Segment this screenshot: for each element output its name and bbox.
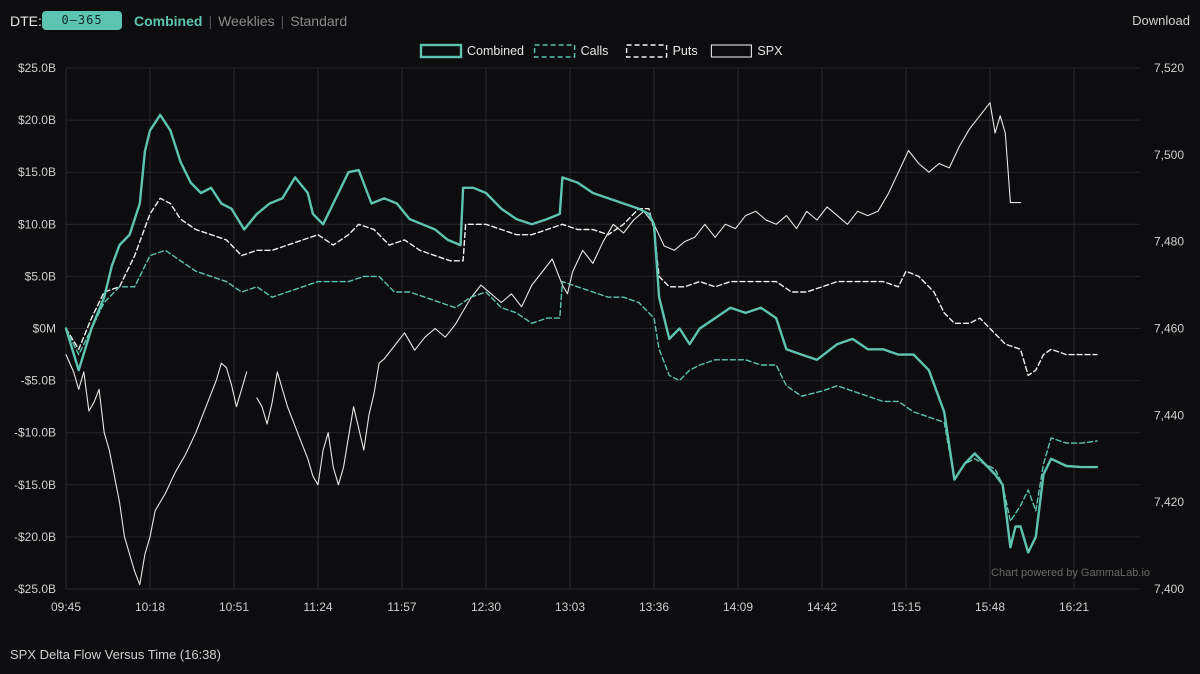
x-tick-label: 13:03 <box>555 600 585 614</box>
dte-range-button[interactable]: 0–365 <box>42 11 122 30</box>
x-tick-label: 14:09 <box>723 600 753 614</box>
legend-swatch-puts <box>625 44 668 58</box>
right-tick-label: 7,440 <box>1154 408 1184 422</box>
left-tick-label: $10.0B <box>18 217 56 231</box>
series-line-combined <box>64 113 1099 554</box>
legend-swatch-spx <box>710 44 752 58</box>
right-tick-label: 7,460 <box>1154 322 1184 336</box>
series-line-spx <box>65 354 248 586</box>
series-line-puts <box>65 197 1098 377</box>
download-button[interactable]: Download <box>1132 13 1190 28</box>
legend-label-combined: Combined <box>467 44 524 58</box>
mode-tab-combined[interactable]: Combined <box>134 13 203 29</box>
legend-label-puts: Puts <box>673 44 698 58</box>
mode-separator: | <box>280 13 285 29</box>
left-axis: $25.0B $20.0B $15.0B $10.0B $5.0B $0M -$5.0B -$… <box>14 61 56 596</box>
legend: Combined Calls Puts SPX <box>419 43 783 59</box>
right-tick-label: 7,420 <box>1154 495 1184 509</box>
series-line-spx <box>256 102 1022 486</box>
x-tick-label: 10:51 <box>219 600 249 614</box>
delta-flow-chart: $25.0B $20.0B $15.0B $10.0B $5.0B $0M -$5.0B -$… <box>14 43 1184 614</box>
x-tick-label: 11:57 <box>387 600 416 614</box>
legend-swatch-calls <box>533 44 576 58</box>
left-tick-label: -$15.0B <box>14 478 56 492</box>
legend-label-spx: SPX <box>757 44 783 58</box>
right-axis: 7,520 7,500 7,480 7,460 7,440 7,420 7,400 <box>1154 61 1184 596</box>
right-tick-label: 7,400 <box>1154 582 1184 596</box>
left-tick-label: $15.0B <box>18 165 56 179</box>
left-tick-label: -$25.0B <box>14 582 56 596</box>
right-tick-label: 7,520 <box>1154 61 1184 75</box>
left-tick-label: -$10.0B <box>14 426 56 440</box>
chart-watermark: Chart powered by GammaLab.io <box>991 567 1150 579</box>
x-axis: 09:45 10:18 10:51 11:24 11:57 12:30 13:03 13:36… <box>51 600 1089 614</box>
left-tick-label: $0M <box>33 322 56 336</box>
series-line-calls <box>65 249 1098 522</box>
left-tick-label: $20.0B <box>18 113 56 127</box>
legend-swatch-combined <box>419 43 463 59</box>
left-tick-label: $5.0B <box>25 269 56 283</box>
x-tick-label: 10:18 <box>135 600 165 614</box>
x-tick-label: 16:21 <box>1059 600 1089 614</box>
dte-label: DTE: <box>10 13 42 29</box>
left-tick-label: -$20.0B <box>14 530 56 544</box>
x-tick-label: 15:48 <box>975 600 1005 614</box>
mode-tab-weeklies[interactable]: Weeklies <box>218 13 275 29</box>
left-tick-label: -$5.0B <box>21 374 56 388</box>
toolbar: DTE: 0–365 Combined | Weeklies | Standard Do… <box>0 0 1200 42</box>
x-tick-label: 12:30 <box>471 600 501 614</box>
mode-separator: | <box>208 13 213 29</box>
right-tick-label: 7,500 <box>1154 148 1184 162</box>
right-tick-label: 7,480 <box>1154 235 1184 249</box>
x-tick-label: 13:36 <box>639 600 669 614</box>
grid-lines <box>65 67 1140 590</box>
mode-selector: Combined | Weeklies | Standard <box>134 13 347 29</box>
chart-caption: SPX Delta Flow Versus Time (16:38) <box>10 647 221 662</box>
left-tick-label: $25.0B <box>18 61 56 75</box>
x-tick-label: 11:24 <box>303 600 332 614</box>
x-tick-label: 14:42 <box>807 600 837 614</box>
x-tick-label: 15:15 <box>891 600 921 614</box>
x-tick-label: 09:45 <box>51 600 81 614</box>
legend-label-calls: Calls <box>581 44 609 58</box>
series-lines <box>64 102 1099 586</box>
mode-tab-standard[interactable]: Standard <box>290 13 348 29</box>
